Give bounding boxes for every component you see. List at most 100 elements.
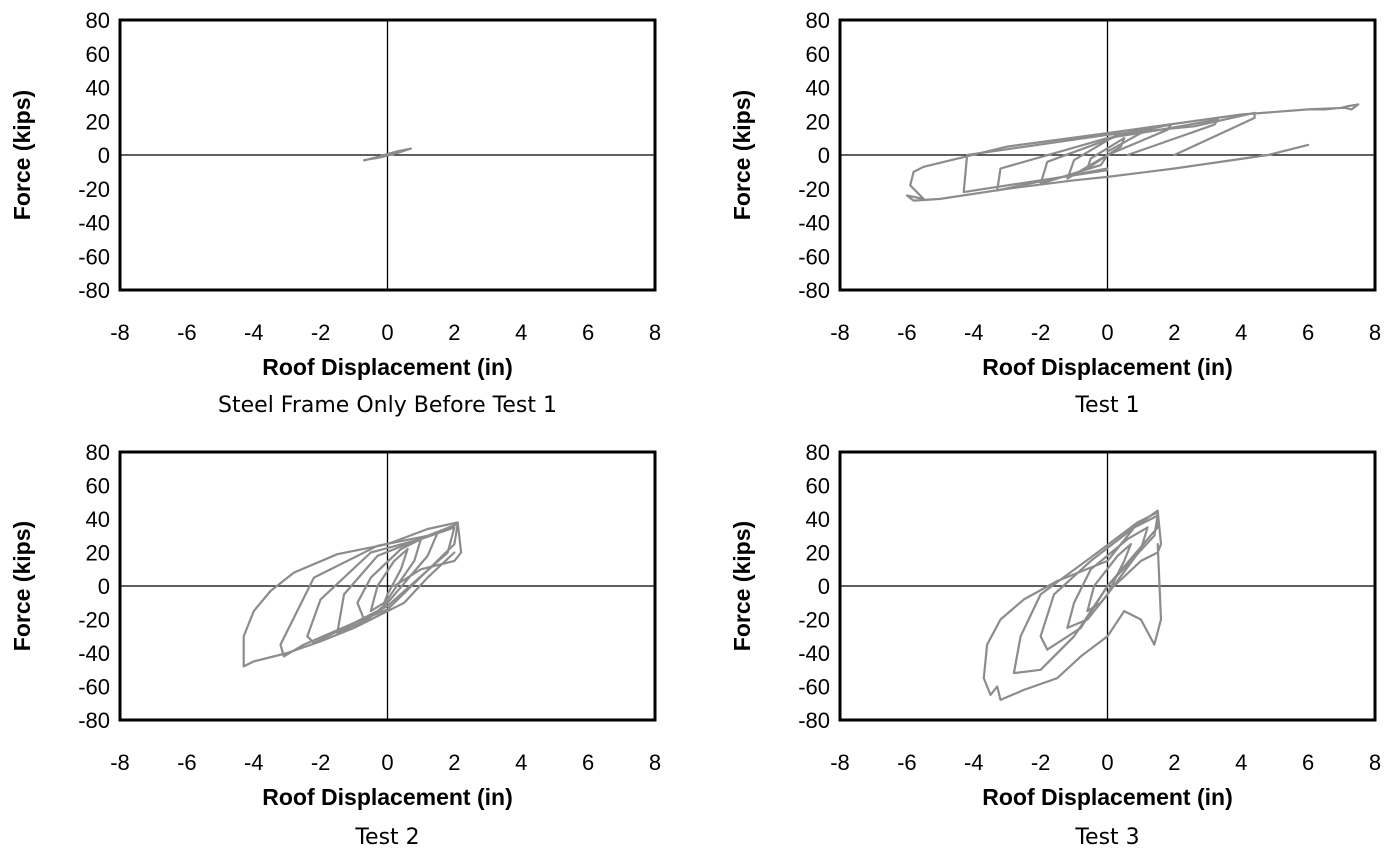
- plot-frame: [838, 18, 1377, 292]
- y-tick-label: 60: [86, 42, 110, 67]
- y-tick-label: 0: [98, 574, 110, 599]
- x-tick-label: 2: [448, 750, 460, 775]
- x-tick-label: -4: [964, 750, 984, 775]
- x-tick-label: -4: [244, 320, 264, 345]
- y-tick-label: -20: [78, 608, 110, 633]
- y-tick-label: -20: [78, 177, 110, 202]
- y-tick-label: 80: [806, 8, 830, 33]
- x-tick-label: -6: [177, 750, 197, 775]
- x-axis-label: Roof Displacement (in): [982, 784, 1232, 810]
- hysteresis-loop-1: [363, 147, 412, 162]
- x-tick-label: 2: [1168, 750, 1180, 775]
- y-tick-label: -40: [798, 641, 830, 666]
- y-tick-label: -80: [798, 708, 830, 733]
- x-axis-label: Roof Displacement (in): [982, 354, 1232, 380]
- hysteresis-loop-5: [279, 522, 459, 658]
- x-tick-label: 0: [381, 320, 393, 345]
- x-tick-label: 4: [515, 750, 527, 775]
- y-tick-label: -60: [798, 675, 830, 700]
- y-tick-label: 0: [818, 143, 830, 168]
- y-axis-label: Force (kips): [729, 90, 755, 220]
- plot-frame: [118, 18, 657, 292]
- x-tick-label: -2: [311, 750, 331, 775]
- y-tick-label: 40: [806, 76, 830, 101]
- y-tick-label: -20: [798, 608, 830, 633]
- hysteresis-loop-1: [369, 548, 409, 613]
- x-tick-label: -6: [897, 750, 917, 775]
- x-tick-label: -8: [830, 320, 850, 345]
- y-tick-label: 20: [86, 541, 110, 566]
- y-tick-label: 80: [86, 8, 110, 33]
- hysteresis-loop-5: [982, 509, 1163, 701]
- hysteresis-loop-4: [996, 118, 1219, 192]
- x-tick-label: 6: [582, 750, 594, 775]
- hysteresis-loop-2: [1066, 526, 1149, 629]
- x-tick-label: 2: [448, 320, 460, 345]
- y-tick-label: 20: [806, 109, 830, 134]
- y-tick-label: 80: [806, 440, 830, 465]
- y-tick-label: 60: [806, 474, 830, 499]
- x-tick-label: 0: [381, 750, 393, 775]
- y-tick-label: 0: [98, 143, 110, 168]
- hysteresis-loop-6: [242, 521, 463, 668]
- y-tick-label: -40: [798, 211, 830, 236]
- x-axis-label: Roof Displacement (in): [262, 354, 512, 380]
- hysteresis-loop-3: [1039, 514, 1159, 651]
- x-tick-label: -6: [897, 320, 917, 345]
- x-tick-label: 8: [649, 750, 661, 775]
- x-tick-label: -4: [244, 750, 264, 775]
- y-tick-label: -60: [78, 244, 110, 269]
- chart-caption: Test 2: [354, 825, 419, 850]
- x-tick-label: 0: [1101, 750, 1113, 775]
- x-tick-label: 8: [649, 320, 661, 345]
- y-tick-label: 20: [86, 109, 110, 134]
- y-tick-label: -60: [78, 675, 110, 700]
- x-tick-label: 4: [1235, 320, 1247, 345]
- x-tick-label: 4: [515, 320, 527, 345]
- y-tick-label: -80: [78, 708, 110, 733]
- y-axis-label: Force (kips): [9, 90, 35, 220]
- hysteresis-loop-6: [905, 103, 1360, 202]
- x-tick-label: 6: [1302, 750, 1314, 775]
- x-tick-label: 2: [1168, 320, 1180, 345]
- plot-frame: [838, 450, 1377, 722]
- y-tick-label: 20: [806, 541, 830, 566]
- hysteresis-loop-1: [1086, 137, 1126, 170]
- hysteresis-loop-3: [336, 531, 439, 634]
- y-tick-label: -60: [798, 244, 830, 269]
- chart-caption: Test 3: [1074, 825, 1139, 850]
- x-tick-label: -8: [110, 750, 130, 775]
- hysteresis-loop-5: [962, 111, 1256, 194]
- chart-caption: Steel Frame Only Before Test 1: [218, 393, 557, 418]
- x-tick-label: -8: [110, 320, 130, 345]
- y-tick-label: 40: [806, 507, 830, 532]
- y-tick-label: -20: [798, 177, 830, 202]
- x-tick-label: -2: [1031, 750, 1051, 775]
- x-axis-label: Roof Displacement (in): [262, 784, 512, 810]
- y-tick-label: -80: [78, 278, 110, 303]
- y-tick-label: -40: [78, 211, 110, 236]
- x-tick-label: -2: [1031, 320, 1051, 345]
- x-tick-label: -6: [177, 320, 197, 345]
- x-tick-label: 4: [1235, 750, 1247, 775]
- x-tick-label: 6: [582, 320, 594, 345]
- y-tick-label: 0: [818, 574, 830, 599]
- y-tick-label: 60: [806, 42, 830, 67]
- y-tick-label: -80: [798, 278, 830, 303]
- x-tick-label: -2: [311, 320, 331, 345]
- y-tick-label: 40: [86, 76, 110, 101]
- x-tick-label: 0: [1101, 320, 1113, 345]
- x-tick-label: -4: [964, 320, 984, 345]
- chart-caption: Test 1: [1074, 393, 1139, 418]
- y-tick-label: -40: [78, 641, 110, 666]
- y-tick-label: 80: [86, 440, 110, 465]
- y-axis-label: Force (kips): [729, 521, 755, 651]
- y-tick-label: 40: [86, 507, 110, 532]
- x-tick-label: 8: [1369, 320, 1381, 345]
- x-tick-label: 8: [1369, 750, 1381, 775]
- plot-frame: [118, 450, 657, 722]
